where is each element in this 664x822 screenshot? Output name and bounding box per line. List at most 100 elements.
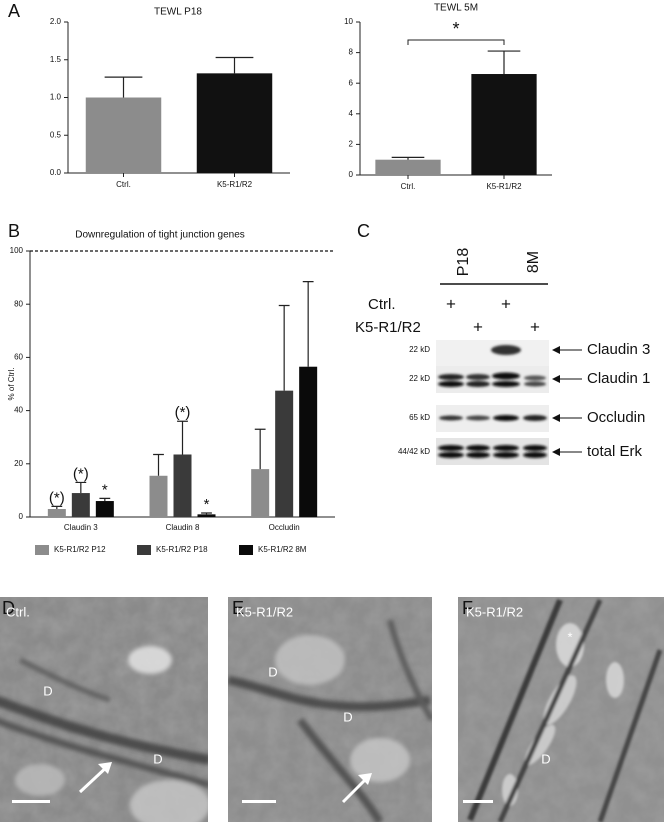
structure-label: D xyxy=(343,709,352,724)
micrograph-image xyxy=(228,597,432,822)
panel-label: E xyxy=(232,598,244,618)
error-bar xyxy=(302,280,314,367)
panel-label: D xyxy=(2,598,15,618)
bar xyxy=(275,390,294,517)
error-bar xyxy=(104,76,143,98)
significance-label: (*) xyxy=(73,465,89,482)
blot-sign: + xyxy=(446,294,456,313)
blot-group-label: 8M xyxy=(525,251,542,273)
bar xyxy=(173,454,192,517)
band-name: total Erk xyxy=(587,443,643,460)
scale-bar xyxy=(12,800,50,803)
scale-bar xyxy=(242,800,276,803)
micrograph-label: K5-R1/R2 xyxy=(466,604,523,619)
structure-label: D xyxy=(43,683,52,698)
error-bar xyxy=(201,512,212,515)
x-tick-label: Occludin xyxy=(269,523,300,532)
bar xyxy=(149,475,168,517)
y-tick-label: 8 xyxy=(349,48,354,57)
structure-label: D xyxy=(153,751,162,766)
structure-label: D xyxy=(268,664,277,679)
x-tick-label: Claudin 8 xyxy=(166,523,200,532)
significance-label: * xyxy=(452,19,459,39)
error-bar xyxy=(99,497,111,502)
panel-label: B xyxy=(8,221,20,241)
significance-label: (*) xyxy=(49,489,65,506)
y-tick-label: 40 xyxy=(14,406,23,415)
blot-group-label: P18 xyxy=(455,248,472,277)
error-bar xyxy=(51,505,63,510)
blot-row-label: K5-R1/R2 xyxy=(355,319,421,336)
structure-label: D xyxy=(541,751,550,766)
bar xyxy=(251,469,270,517)
y-tick-label: 0 xyxy=(19,512,24,521)
band-size: 22 kD xyxy=(409,345,430,354)
y-tick-label: 60 xyxy=(14,353,23,362)
micrograph-label: K5-R1/R2 xyxy=(236,604,293,619)
arrow-head xyxy=(98,762,112,774)
y-tick-label: 80 xyxy=(14,299,23,308)
legend-label: K5-R1/R2 P12 xyxy=(54,545,106,554)
y-tick-label: 100 xyxy=(10,246,24,255)
error-bar xyxy=(391,156,425,160)
legend-swatch xyxy=(137,545,151,555)
significance-label: * xyxy=(102,481,108,498)
band-name: Occludin xyxy=(587,409,645,426)
y-tick-label: 2 xyxy=(349,140,354,149)
y-tick-label: 1.0 xyxy=(50,93,62,102)
y-tick-label: 2.0 xyxy=(50,17,62,26)
error-bar xyxy=(278,304,290,391)
panel-label: A xyxy=(8,1,20,21)
band-size: 22 kD xyxy=(409,374,430,383)
arrow-head xyxy=(358,773,372,785)
y-tick-label: 10 xyxy=(344,17,353,26)
blot-sign: + xyxy=(530,317,540,336)
error-bar xyxy=(254,428,266,470)
y-tick-label: 6 xyxy=(349,78,354,87)
micrograph-label: Ctrl. xyxy=(6,604,30,619)
chart-title: TEWL P18 xyxy=(154,7,202,18)
bar xyxy=(375,159,441,175)
band-name: Claudin 1 xyxy=(587,370,650,387)
y-tick-label: 0 xyxy=(349,170,354,179)
error-bar xyxy=(487,50,521,75)
significance-bracket xyxy=(407,39,505,45)
blot-row-label: Ctrl. xyxy=(368,296,396,313)
legend-swatch xyxy=(239,545,253,555)
micrograph-image xyxy=(458,597,664,822)
bar xyxy=(95,501,114,517)
panel-label: C xyxy=(357,221,370,241)
western-blot xyxy=(436,283,549,465)
scale-bar xyxy=(463,800,493,803)
bar xyxy=(71,493,90,517)
y-tick-label: 4 xyxy=(349,109,354,118)
structure-label: * xyxy=(567,629,572,644)
significance-label: * xyxy=(204,496,210,513)
chart-title: Downregulation of tight junction genes xyxy=(75,230,245,241)
x-tick-label: K5-R1/R2 xyxy=(486,182,522,191)
error-bar xyxy=(75,481,87,494)
bar xyxy=(299,366,318,517)
bar xyxy=(85,97,162,173)
bar xyxy=(47,509,66,517)
chart-title: TEWL 5M xyxy=(434,3,478,14)
band-size: 65 kD xyxy=(409,413,430,422)
panel-label: F xyxy=(462,598,473,618)
y-tick-label: 20 xyxy=(14,459,23,468)
x-tick-label: K5-R1/R2 xyxy=(217,180,253,189)
error-bar xyxy=(153,453,164,476)
x-tick-label: Ctrl. xyxy=(401,182,416,191)
error-bar xyxy=(177,420,188,455)
y-tick-label: 0.5 xyxy=(50,130,62,139)
y-tick-label: 0.0 xyxy=(50,168,62,177)
y-axis-label: % of Ctrl. xyxy=(7,368,16,401)
band-size: 44/42 kD xyxy=(398,447,430,456)
x-tick-label: Ctrl. xyxy=(116,180,131,189)
blot-sign: + xyxy=(473,317,483,336)
bar xyxy=(197,514,216,517)
blot-sign: + xyxy=(501,294,511,313)
micrograph-image xyxy=(0,597,208,822)
legend-label: K5-R1/R2 8M xyxy=(258,545,307,554)
x-tick-label: Claudin 3 xyxy=(64,523,98,532)
